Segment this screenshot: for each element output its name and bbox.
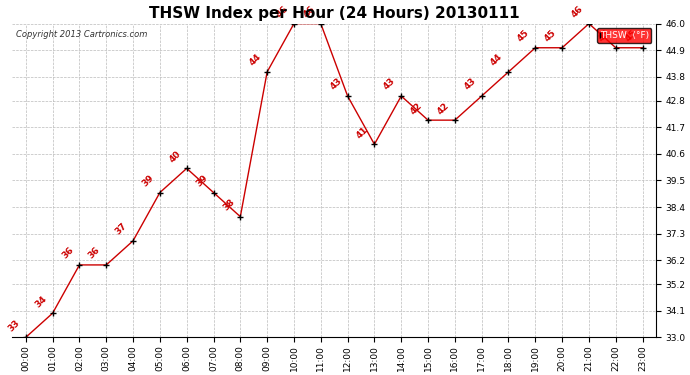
Text: 39: 39	[141, 173, 156, 188]
Text: 43: 43	[328, 76, 344, 92]
Text: 44: 44	[489, 53, 504, 68]
Text: 37: 37	[114, 221, 129, 237]
Text: 46: 46	[302, 4, 317, 20]
Text: 44: 44	[248, 53, 263, 68]
Text: 42: 42	[435, 101, 451, 116]
Text: 36: 36	[87, 246, 102, 261]
Text: 36: 36	[60, 246, 75, 261]
Text: 45: 45	[516, 28, 531, 44]
Text: Copyright 2013 Cartronics.com: Copyright 2013 Cartronics.com	[16, 30, 147, 39]
Text: 46: 46	[569, 4, 585, 20]
Text: 33: 33	[6, 318, 21, 333]
Text: 41: 41	[355, 125, 371, 140]
Text: 45: 45	[542, 28, 558, 44]
Text: 39: 39	[194, 173, 209, 188]
Text: 45: 45	[623, 28, 638, 44]
Text: 40: 40	[168, 149, 183, 164]
Text: 38: 38	[221, 197, 236, 213]
Text: 34: 34	[33, 294, 48, 309]
Legend: THSW  (°F): THSW (°F)	[597, 28, 651, 42]
Text: 43: 43	[382, 76, 397, 92]
Title: THSW Index per Hour (24 Hours) 20130111: THSW Index per Hour (24 Hours) 20130111	[149, 6, 520, 21]
Text: 43: 43	[462, 76, 477, 92]
Text: 46: 46	[275, 4, 290, 20]
Text: 42: 42	[408, 101, 424, 116]
Text: 45: 45	[596, 28, 611, 44]
